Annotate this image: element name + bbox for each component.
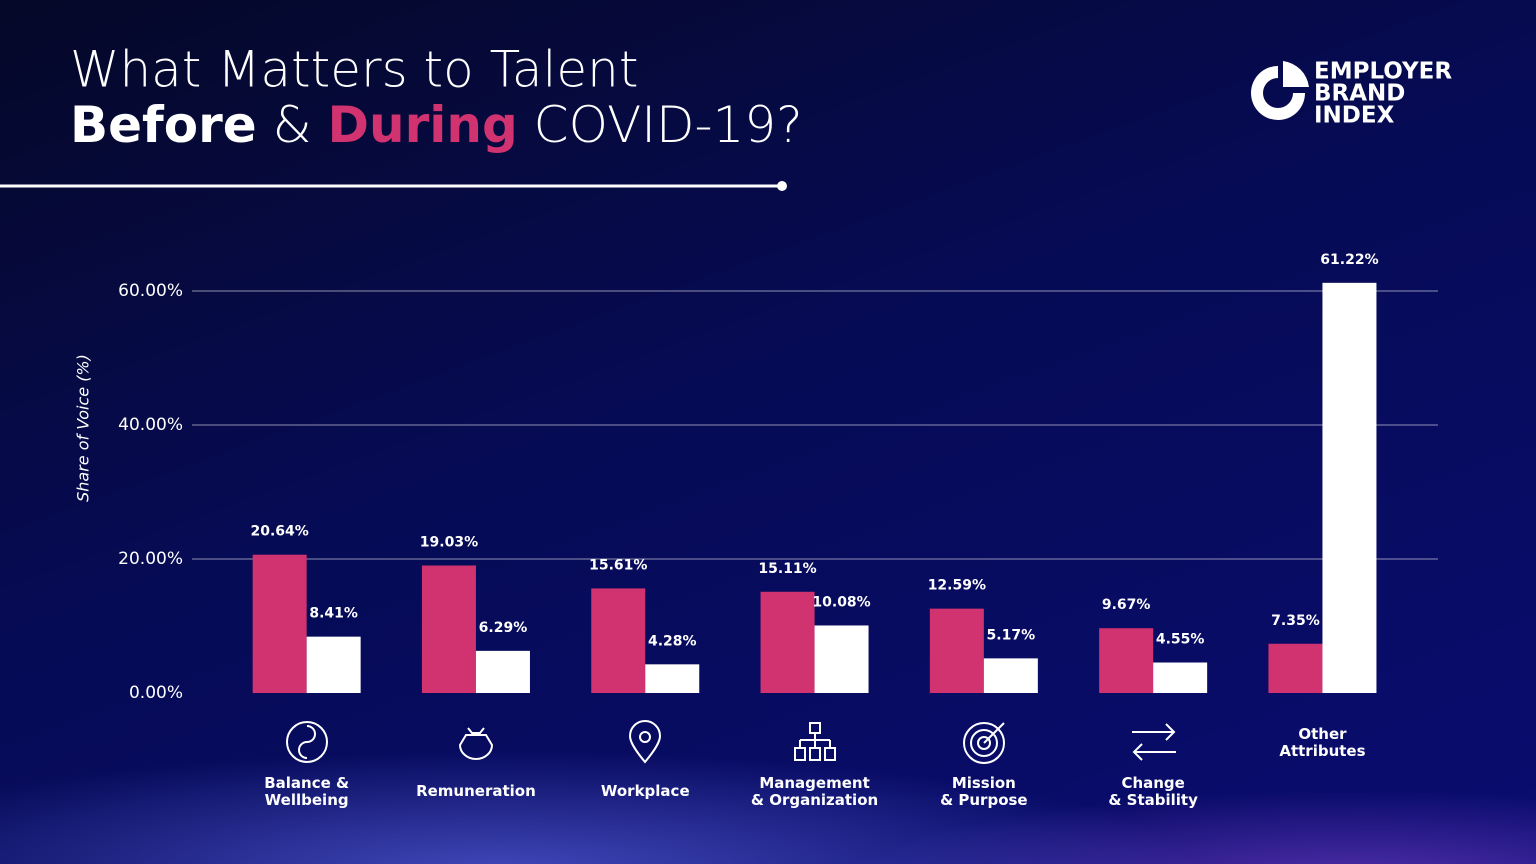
value-label: 19.03% — [420, 534, 478, 550]
bar — [814, 625, 869, 693]
bar — [1153, 662, 1208, 693]
bar — [1322, 282, 1377, 693]
value-label: 10.08% — [812, 594, 870, 610]
value-label: 20.64% — [250, 524, 308, 540]
icon-target — [977, 736, 991, 750]
title-line2: Before & During COVID-19? — [70, 96, 803, 154]
x-tick-label: Change & Stability — [1108, 774, 1198, 809]
logo: EMPLOYER BRAND INDEX — [1251, 59, 1452, 129]
bar — [983, 658, 1038, 693]
x-tick-label: Management & Organization — [750, 774, 879, 809]
value-label: 15.61% — [589, 557, 647, 573]
icon-balance — [298, 725, 316, 759]
value-label: 61.22% — [1320, 252, 1378, 268]
icon-pin — [639, 731, 651, 743]
bar — [475, 650, 530, 693]
title-rule-dot — [777, 181, 787, 191]
value-label: 6.29% — [479, 620, 528, 636]
icon-org — [794, 722, 836, 761]
bar — [1099, 628, 1154, 693]
bar — [591, 588, 646, 693]
value-label: 7.35% — [1271, 613, 1320, 629]
logo-text: BRAND — [1314, 81, 1405, 107]
title-during: During — [327, 96, 517, 154]
bar — [252, 554, 307, 693]
icon-target — [963, 722, 1005, 764]
icon-balance — [286, 721, 328, 763]
x-tick-label: Remuneration — [416, 782, 536, 800]
bar — [1268, 643, 1323, 693]
x-tick-label: Workplace — [600, 782, 690, 800]
y-tick-label: 40.00% — [118, 415, 183, 435]
value-label: 4.28% — [648, 633, 697, 649]
bar — [929, 608, 984, 693]
y-axis-label: Share of Voice (%) — [74, 354, 93, 502]
y-tick-label: 0.00% — [129, 683, 183, 703]
icon-arrows — [1132, 723, 1176, 761]
icons — [286, 720, 1176, 764]
bar — [421, 565, 476, 693]
logo-slice — [1283, 61, 1309, 87]
title-before: Before — [70, 96, 257, 154]
title-rest: COVID-19? — [518, 96, 803, 154]
x-tick-label: Other Attributes — [1279, 725, 1366, 760]
logo-text: INDEX — [1314, 103, 1395, 129]
title-line1: What Matters to Talent — [70, 41, 638, 99]
bar — [760, 591, 815, 693]
x-tick-label: Mission & Purpose — [940, 774, 1028, 809]
icon-pin — [628, 720, 662, 764]
value-label: 5.17% — [987, 627, 1036, 643]
value-label: 12.59% — [928, 578, 986, 594]
icon-target — [970, 729, 998, 757]
bar — [306, 636, 361, 693]
logo-ring — [1251, 66, 1305, 120]
value-label: 4.55% — [1156, 632, 1205, 648]
y-tick-label: 60.00% — [118, 281, 183, 301]
x-tick-label: Balance & Wellbeing — [264, 774, 350, 809]
title-amp: & — [257, 96, 328, 154]
value-label: 15.11% — [758, 561, 816, 577]
logo-text: EMPLOYER — [1314, 59, 1452, 85]
y-tick-label: 20.00% — [118, 549, 183, 569]
icon-money — [458, 727, 494, 760]
bar — [645, 664, 700, 693]
value-label: 8.41% — [309, 606, 358, 622]
icon-target — [983, 722, 1005, 744]
value-label: 9.67% — [1102, 597, 1151, 613]
